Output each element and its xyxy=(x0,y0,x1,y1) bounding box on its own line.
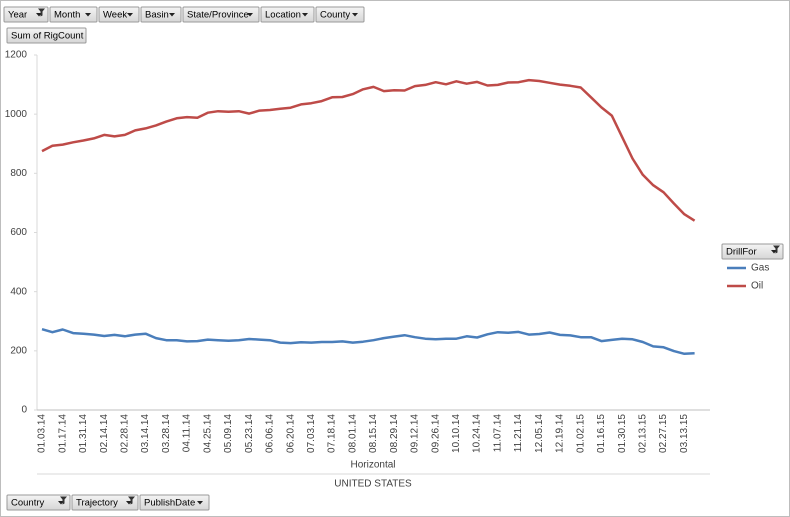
button-label: Month xyxy=(54,10,80,21)
button-face xyxy=(140,6,182,23)
button-face xyxy=(98,6,140,23)
x-tick-label: 02.28.14 xyxy=(120,414,131,453)
x-tick-label: 04.25.14 xyxy=(202,414,213,453)
button-label: DrillFor xyxy=(726,247,757,258)
dropdown-arrow xyxy=(169,13,175,17)
x-tick-label: 08.15.14 xyxy=(368,414,379,453)
x-tick-label: 07.18.14 xyxy=(327,414,338,453)
dropdown-arrow xyxy=(85,13,91,17)
x-tick-label: 10.24.14 xyxy=(472,414,483,453)
x-tick-label: 02.27.15 xyxy=(658,414,669,453)
x-tick-label: 10.10.14 xyxy=(451,414,462,453)
x-tick-label: 01.30.15 xyxy=(617,414,628,453)
field-button[interactable]: Year xyxy=(3,6,49,23)
button-face xyxy=(139,494,210,511)
x-tick-label: 05.09.14 xyxy=(223,414,234,453)
x-tick-label: 11.07.14 xyxy=(492,414,503,453)
filter-icon xyxy=(128,496,135,505)
x-tick-label: 12.19.14 xyxy=(555,414,566,453)
y-tick-label: 400 xyxy=(10,286,27,297)
button-face xyxy=(3,6,49,23)
x-tick-label: 05.23.14 xyxy=(244,414,255,453)
field-button[interactable]: Location xyxy=(260,6,315,23)
x-tick-label: 02.13.15 xyxy=(637,414,648,453)
x-tick-label: 03.13.15 xyxy=(679,414,690,453)
x-tick-label: 04.11.14 xyxy=(182,414,193,453)
button-label: Sum of RigCount xyxy=(11,31,84,42)
dropdown-arrow xyxy=(352,13,358,17)
field-button[interactable]: County xyxy=(315,6,365,23)
dropdown-arrow xyxy=(197,501,203,505)
dropdown-arrow xyxy=(247,13,253,17)
button-label: Year xyxy=(8,10,27,21)
filter-icon xyxy=(773,245,780,254)
x-tick-label: 09.12.14 xyxy=(410,414,421,453)
button-face xyxy=(6,494,71,511)
y-tick-label: 0 xyxy=(21,405,27,416)
x-tick-label: 12.05.14 xyxy=(534,414,545,453)
button-label: Location xyxy=(265,10,301,21)
button-face xyxy=(182,6,260,23)
button-face xyxy=(71,494,139,511)
x-tick-label: 06.06.14 xyxy=(265,414,276,453)
button-label: Country xyxy=(11,498,45,509)
button-face xyxy=(49,6,98,23)
field-button[interactable]: PublishDate xyxy=(139,494,210,511)
button-label: Basin xyxy=(145,10,169,21)
field-button[interactable]: Sum of RigCount xyxy=(6,27,87,44)
field-button[interactable]: DrillFor xyxy=(721,243,784,260)
series-line xyxy=(41,327,695,356)
y-tick-label: 1200 xyxy=(5,50,28,61)
x-tick-label: 01.16.15 xyxy=(596,414,607,453)
x-tick-label: 03.28.14 xyxy=(161,414,172,453)
button-label: Week xyxy=(103,10,127,21)
x-tick-label: 08.01.14 xyxy=(347,414,358,453)
x-axis-label: Horizontal xyxy=(350,460,395,471)
legend-label: Gas xyxy=(751,263,769,274)
x-tick-label: 08.29.14 xyxy=(389,414,400,453)
filter-icon xyxy=(60,496,67,505)
x-tick-label: 01.31.14 xyxy=(78,414,89,453)
x-tick-label: 01.03.14 xyxy=(37,414,48,453)
x-tick-label: 02.14.14 xyxy=(99,414,110,453)
dropdown-arrow xyxy=(302,13,308,17)
field-button[interactable]: Week xyxy=(98,6,140,23)
series-line xyxy=(41,78,696,222)
x-tick-label: 09.26.14 xyxy=(430,414,441,453)
button-label: State/Province xyxy=(187,10,249,21)
y-tick-label: 600 xyxy=(10,227,27,238)
x-tick-label: 01.17.14 xyxy=(57,414,68,453)
button-label: PublishDate xyxy=(144,498,195,509)
field-button[interactable]: Country xyxy=(6,494,71,511)
x-tick-label: 03.14.14 xyxy=(140,414,151,453)
field-button[interactable]: Basin xyxy=(140,6,182,23)
field-button[interactable]: Month xyxy=(49,6,98,23)
x-tick-label: 11.21.14 xyxy=(513,414,524,453)
field-button[interactable]: State/Province xyxy=(182,6,260,23)
x-group-label: UNITED STATES xyxy=(334,479,412,490)
field-button[interactable]: Trajectory xyxy=(71,494,139,511)
button-face xyxy=(721,243,784,260)
button-label: County xyxy=(320,10,350,21)
y-tick-label: 800 xyxy=(10,168,27,179)
button-face xyxy=(260,6,315,23)
filter-icon xyxy=(38,8,45,17)
x-tick-label: 06.20.14 xyxy=(285,414,296,453)
legend-label: Oil xyxy=(751,281,763,292)
dropdown-arrow xyxy=(127,13,133,17)
x-tick-label: 07.03.14 xyxy=(306,414,317,453)
button-face xyxy=(315,6,365,23)
y-tick-label: 1000 xyxy=(5,109,28,120)
button-face xyxy=(6,27,87,44)
button-label: Trajectory xyxy=(76,498,118,509)
x-tick-label: 01.02.15 xyxy=(575,414,586,453)
y-tick-label: 200 xyxy=(10,345,27,356)
